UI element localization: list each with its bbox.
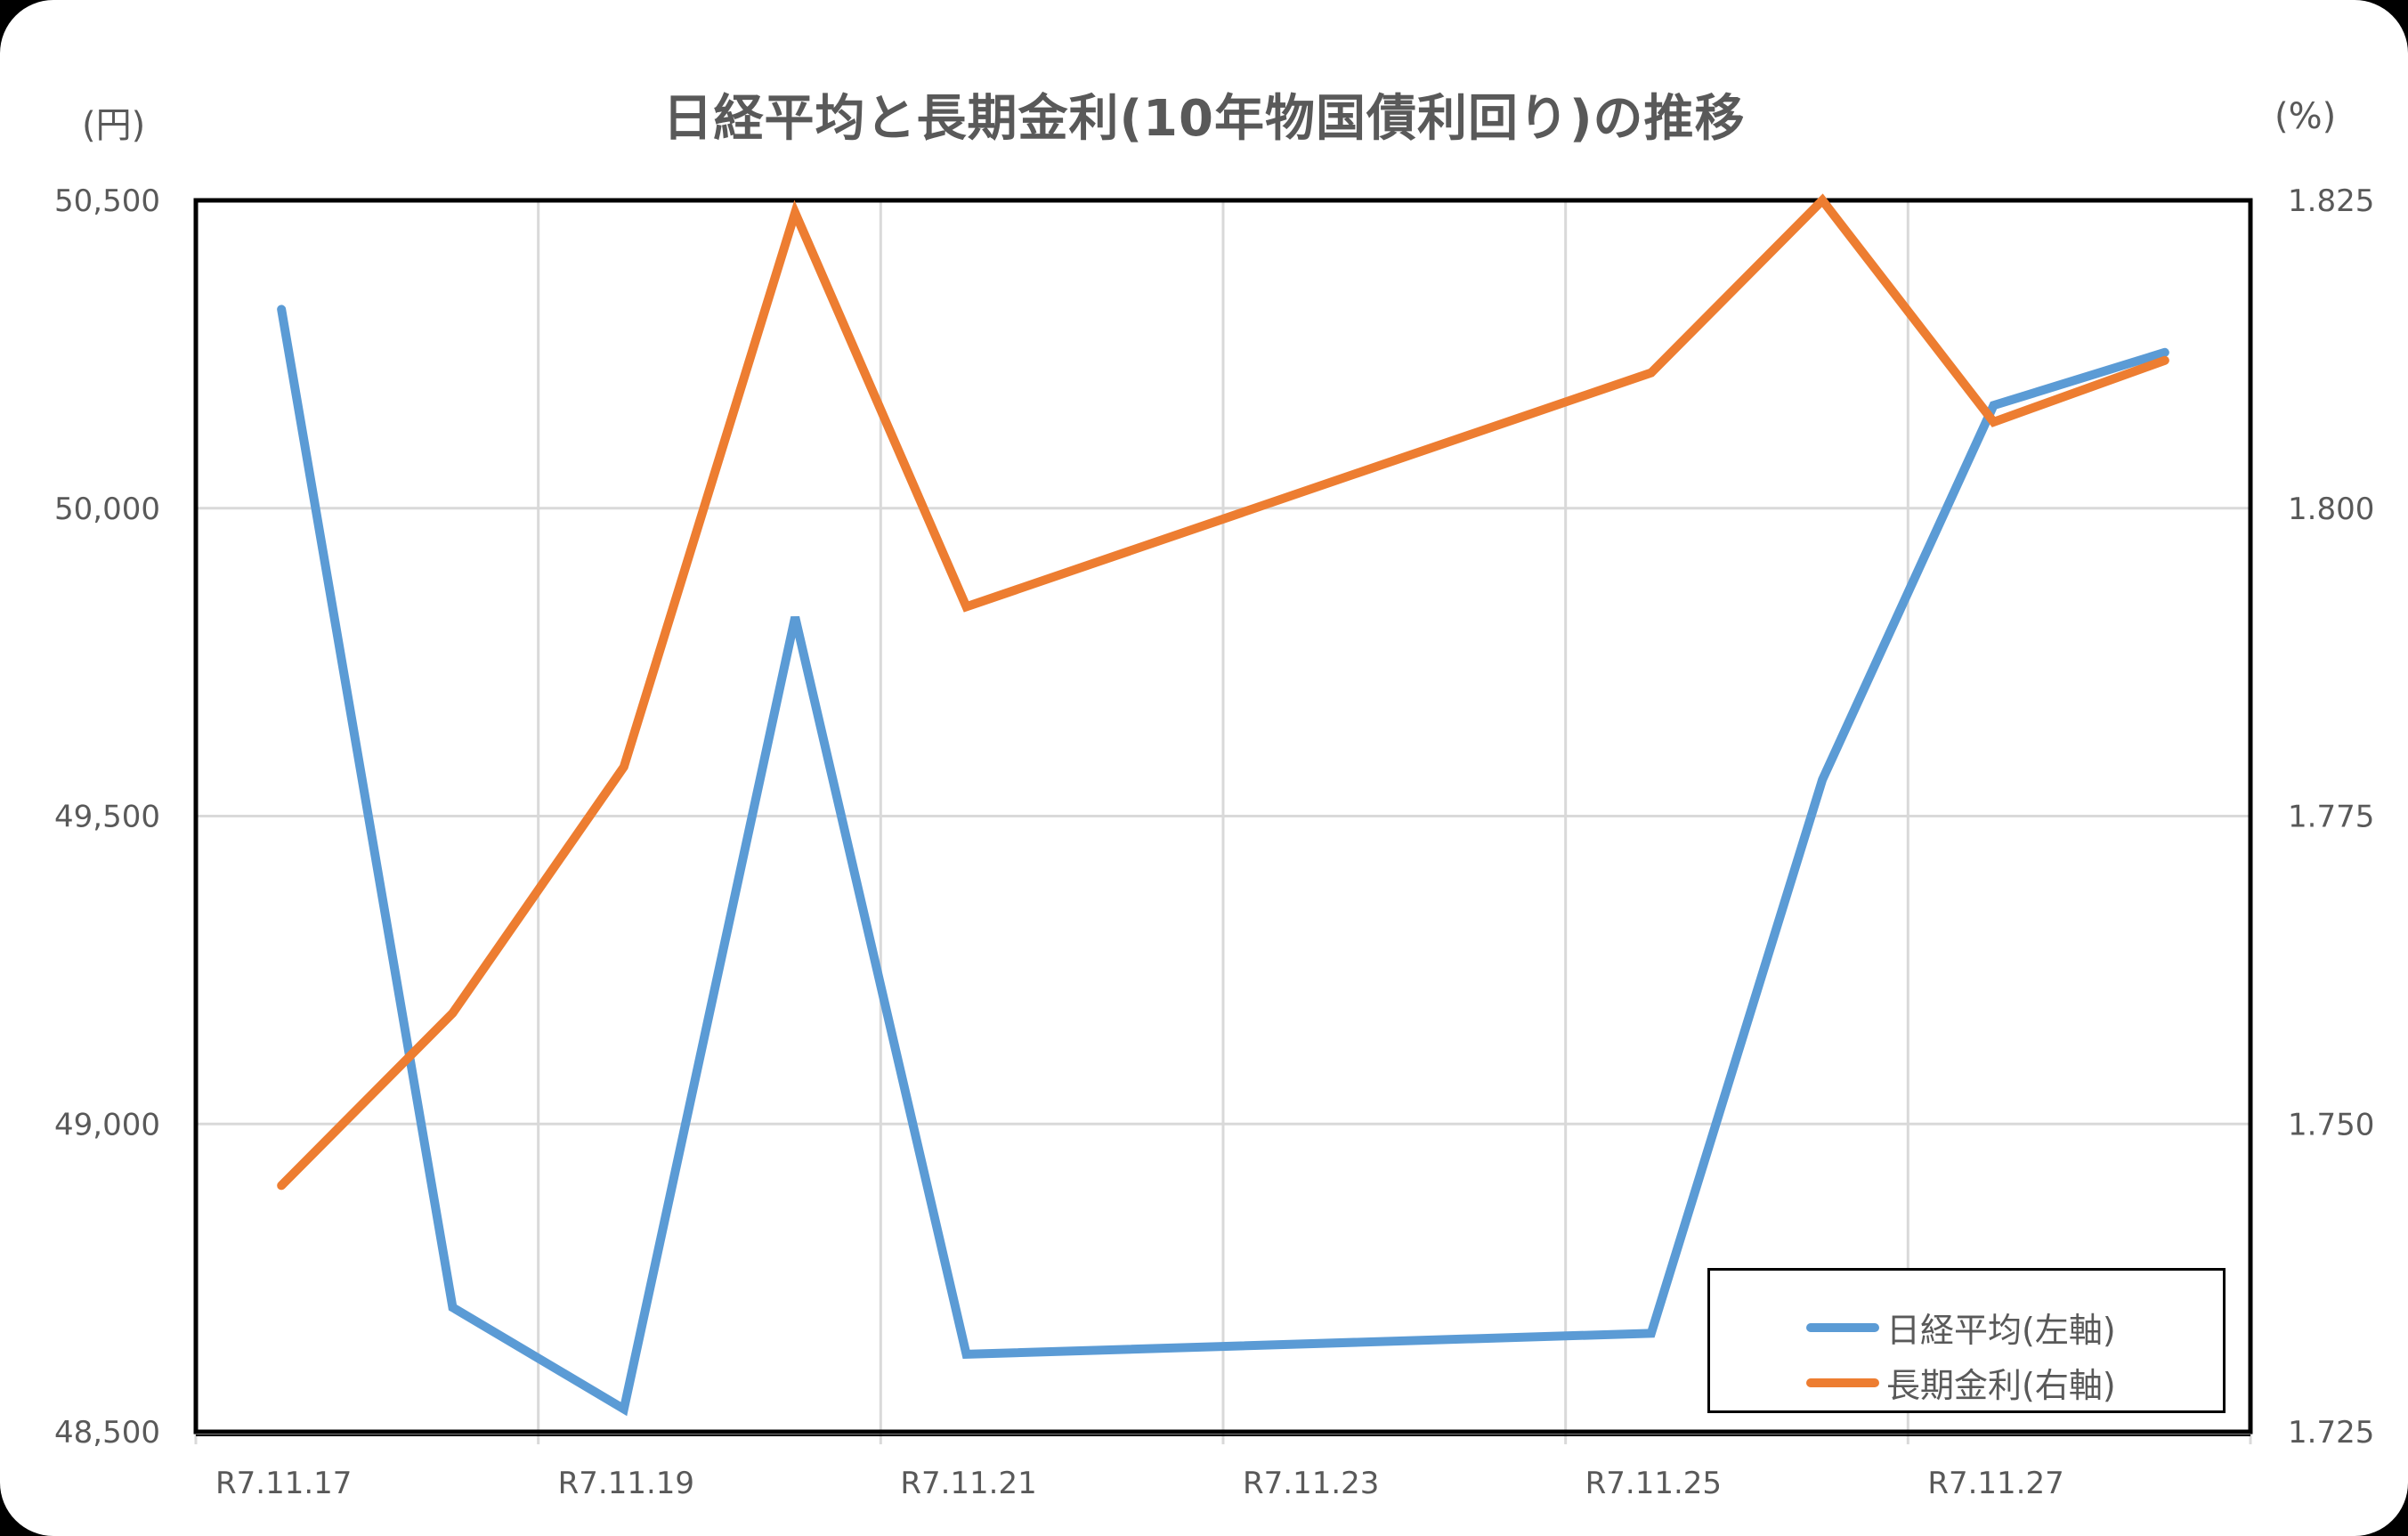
x-axis-tick: R7.11.19 — [558, 1466, 694, 1501]
legend-swatch-yield — [1806, 1378, 1879, 1387]
left-axis-tick: 49,000 — [54, 1107, 160, 1142]
legend-label-nikkei: 日経平均(左軸) — [1886, 1311, 2116, 1350]
right-axis-tick: 1.750 — [2288, 1107, 2374, 1142]
legend-swatch-nikkei — [1806, 1322, 1879, 1332]
yield-line — [277, 193, 2169, 1191]
left-axis-tick: 48,500 — [54, 1415, 160, 1451]
left-axis-tick: 50,500 — [54, 183, 160, 219]
left-axis-unit: (円) — [82, 105, 146, 146]
right-axis-tick: 1.725 — [2288, 1415, 2374, 1451]
x-axis-tick: R7.11.23 — [1243, 1466, 1379, 1501]
right-axis-tick: 1.800 — [2288, 492, 2374, 527]
right-axis-unit: (%) — [2274, 96, 2337, 137]
legend-item-yield: 長期金利(右軸) — [1806, 1358, 2116, 1407]
legend: 日経平均(左軸) 長期金利(右軸) — [1707, 1268, 2226, 1413]
legend-label-yield: 長期金利(右軸) — [1886, 1366, 2116, 1405]
left-axis-tick: 50,000 — [54, 492, 160, 527]
x-axis-tick: R7.11.17 — [215, 1466, 352, 1501]
left-axis-tick: 49,500 — [54, 800, 160, 835]
x-axis-tick: R7.11.21 — [900, 1466, 1036, 1501]
chart-title: 日経平均と長期金利(10年物国債利回り)の推移 — [662, 90, 1746, 148]
legend-item-nikkei: 日経平均(左軸) — [1806, 1303, 2116, 1352]
x-axis-tick: R7.11.27 — [1927, 1466, 2063, 1501]
right-axis-tick: 1.775 — [2288, 800, 2374, 835]
x-axis-tick: R7.11.25 — [1585, 1466, 1722, 1501]
plot-border — [193, 198, 2253, 1434]
right-axis-tick: 1.825 — [2288, 183, 2374, 219]
nikkei-line — [277, 305, 2169, 1417]
